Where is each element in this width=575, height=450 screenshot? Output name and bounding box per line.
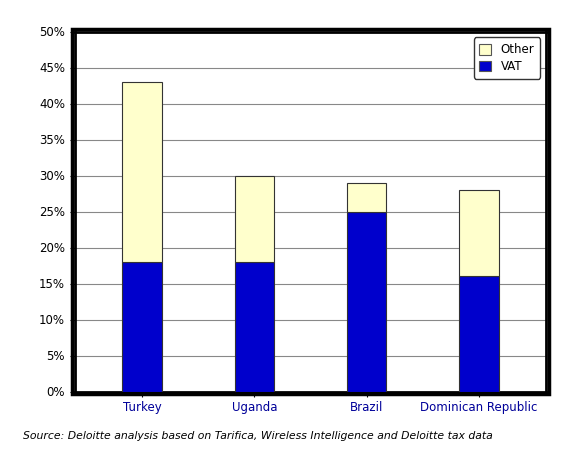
Text: Source: Deloitte analysis based on Tarifica, Wireless Intelligence and Deloitte : Source: Deloitte analysis based on Tarif… xyxy=(23,431,493,441)
Bar xyxy=(459,276,499,392)
Bar xyxy=(235,262,274,392)
Bar xyxy=(347,212,386,392)
Legend: Other, VAT: Other, VAT xyxy=(474,37,540,79)
Bar xyxy=(459,190,499,276)
Bar xyxy=(347,183,386,212)
Bar xyxy=(122,262,162,392)
Bar xyxy=(122,82,162,262)
Bar xyxy=(235,176,274,262)
